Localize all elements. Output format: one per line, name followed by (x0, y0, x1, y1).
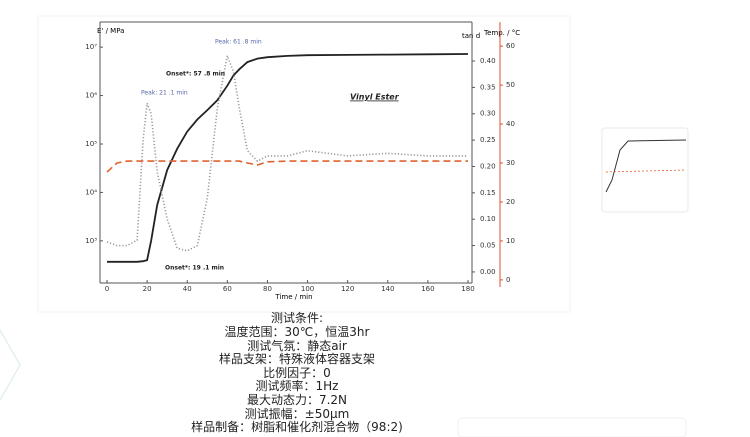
condition-line: 样品制备：树脂和催化剂混合物（98:2) (191, 420, 403, 435)
y-tick-label: 10⁵ (85, 140, 97, 148)
x-tick-label: 120 (341, 285, 354, 293)
condition-line: 样品支架：特殊液体容器支架 (218, 352, 375, 367)
y3-tick-label: 30 (506, 159, 515, 167)
condition-line: 最大动态力：7.2N (246, 393, 348, 407)
y2-tick-label: 0.20 (480, 162, 496, 170)
annotation: Peak: 21 .1 min (141, 90, 188, 97)
y2-tick-label: 0.10 (480, 215, 496, 223)
y3-tick-label: 50 (506, 81, 515, 89)
annotation: Onset*: 19 .1 min (165, 265, 224, 272)
series-line (106, 160, 468, 173)
y-tick-label: 10⁶ (85, 92, 97, 100)
y-tick-label: 10⁴ (85, 188, 97, 196)
card (457, 417, 687, 437)
x-tick-label: 60 (223, 285, 232, 293)
y2-tick-label: 0.40 (480, 57, 496, 65)
x-tick-label: 140 (381, 285, 394, 293)
x-tick-label: 0 (105, 285, 109, 293)
x-tick-label: 40 (183, 285, 192, 293)
y2-tick-label: 0.30 (480, 110, 496, 118)
y-tick-label: 10⁷ (85, 43, 97, 51)
x-tick-label: 80 (263, 285, 272, 293)
x-tick-label: 20 (143, 285, 152, 293)
series-line (106, 52, 468, 252)
annotation: Onset*: 57 .8 min (166, 71, 225, 78)
y3-tick-label: 0 (506, 276, 510, 284)
condition-line: 测试频率：1Hz (255, 379, 339, 394)
y2-axis-label: tan d (462, 32, 480, 40)
condition-line: 测试振幅：±50μm (244, 406, 350, 421)
y2-tick-label: 0.05 (480, 242, 496, 250)
x-tick-label: 100 (301, 285, 314, 293)
x-tick-label: 160 (421, 285, 434, 293)
series-line (107, 53, 469, 263)
condition-line: 测试条件: (270, 311, 324, 325)
x-axis-label: Time / min (274, 293, 312, 301)
y3-axis-label: Temp. / °C (483, 29, 520, 37)
thumbnail-line (605, 169, 687, 173)
thumbnail[interactable] (601, 127, 689, 213)
decor (0, 329, 21, 401)
y2-tick-label: 0.25 (480, 136, 496, 144)
x-tick-label: 180 (461, 285, 474, 293)
y3-tick-label: 60 (506, 42, 515, 50)
y2-tick-label: 0.00 (480, 268, 496, 276)
condition-line: 温度范围：30℃，恒温3hr (224, 325, 370, 339)
y2-tick-label: 0.35 (480, 83, 496, 91)
y2-tick-label: 0.15 (480, 189, 496, 197)
condition-line: 测试气氛：静态air (247, 338, 347, 353)
y3-tick-label: 20 (506, 198, 515, 206)
condition-line: 比例因子：0 (263, 365, 331, 380)
y3-tick-label: 40 (506, 120, 515, 128)
y3-tick-label: 10 (506, 237, 515, 245)
y-tick-label: 10³ (85, 237, 97, 245)
thumbnail-line (605, 139, 687, 193)
annotation: Vinyl Ester (350, 93, 400, 102)
y-axis-label: E' / MPa (97, 27, 124, 35)
annotation: Peak: 61 .8 min (215, 39, 262, 46)
